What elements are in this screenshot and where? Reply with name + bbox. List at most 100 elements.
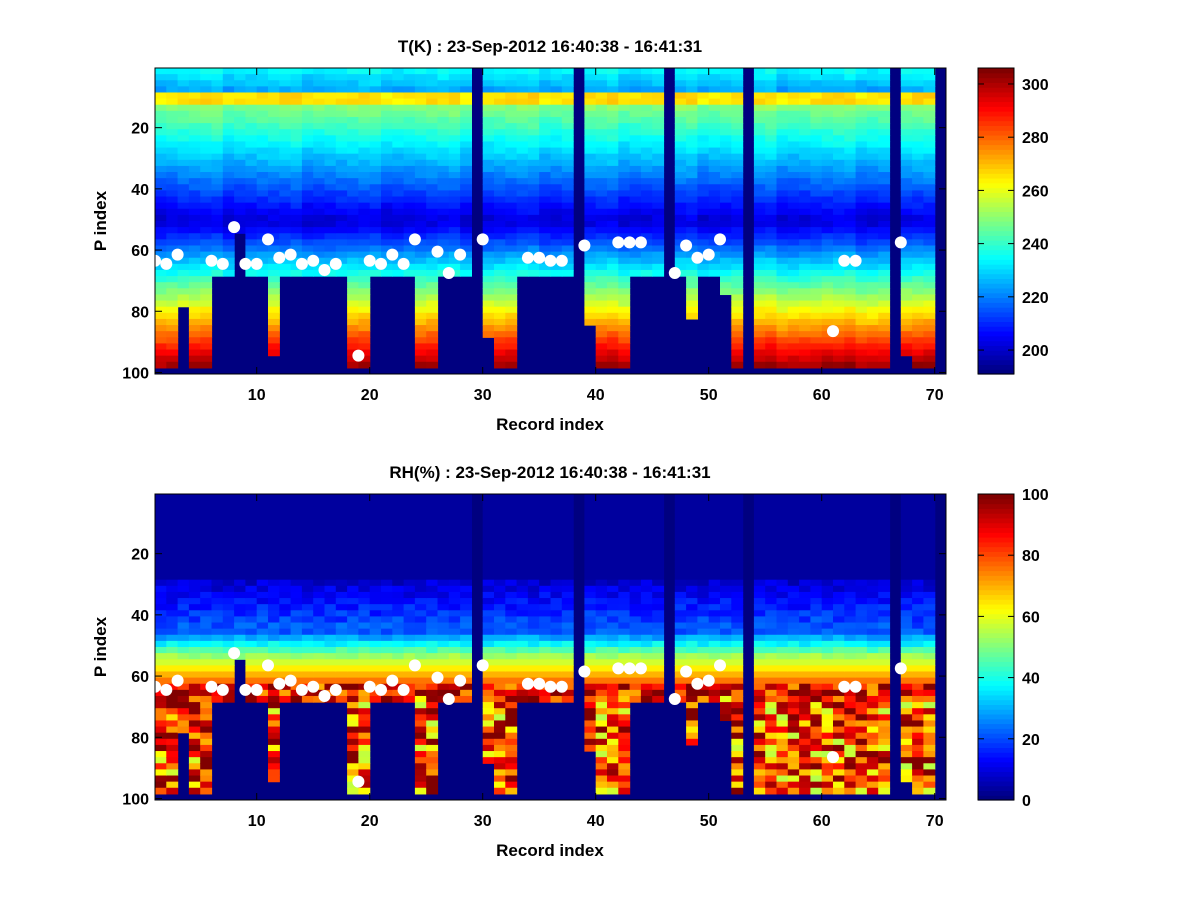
heatmap-cell [866, 221, 879, 228]
heatmap-cell [188, 683, 201, 691]
heatmap-cell [799, 579, 811, 587]
heatmap-cell [550, 251, 563, 259]
heatmap-cell [245, 598, 258, 605]
heatmap-cell [347, 726, 359, 734]
heatmap-cell [527, 567, 540, 575]
heatmap-cell [550, 647, 563, 654]
heatmap-cell [527, 208, 540, 216]
heatmap-cell [155, 196, 167, 204]
heatmap-cell [731, 530, 744, 538]
heatmap-cell [460, 104, 472, 112]
heatmap-cell [652, 573, 665, 581]
heatmap-cell [494, 738, 506, 746]
heatmap-cell [833, 227, 845, 234]
heatmap-cell [652, 555, 665, 562]
heatmap-cell [301, 159, 314, 167]
heatmap-cell [697, 640, 710, 648]
heatmap-cell [369, 110, 382, 118]
heatmap-cell [324, 129, 337, 136]
heatmap-cell [776, 512, 789, 520]
heatmap-cell [494, 221, 506, 228]
heatmap-cell [494, 184, 506, 191]
heatmap-cell [381, 159, 393, 167]
heatmap-cell [279, 689, 292, 697]
heatmap-cell [686, 549, 698, 556]
heatmap-cell [381, 659, 393, 666]
heatmap-cell [855, 202, 868, 210]
heatmap-cell [392, 233, 405, 240]
heatmap-cell [595, 178, 608, 185]
heatmap-cell [652, 598, 665, 605]
heatmap-cell [550, 549, 563, 556]
heatmap-cell [234, 116, 246, 124]
heatmap-cell [358, 751, 371, 758]
heatmap-cell [753, 708, 766, 715]
heatmap-cell [878, 337, 891, 344]
heatmap-cell [584, 153, 597, 161]
heatmap-cell [155, 751, 167, 758]
heatmap-cell [561, 585, 574, 593]
heatmap-cell [595, 331, 608, 338]
heatmap-cell [833, 86, 845, 94]
heatmap-cell [652, 647, 665, 654]
heatmap-cell [595, 221, 608, 228]
heatmap-cell [494, 294, 506, 302]
heatmap-cell [618, 104, 631, 112]
heatmap-cell [505, 567, 518, 575]
heatmap-cell [607, 178, 619, 185]
heatmap-cell [844, 153, 857, 161]
heatmap-cell [708, 172, 721, 179]
heatmap-cell [595, 257, 608, 265]
heatmap-cell [539, 610, 552, 617]
heatmap-cell [324, 86, 337, 94]
heatmap-cell [505, 208, 518, 216]
heatmap-cell [550, 80, 563, 87]
heatmap-cell [290, 257, 303, 265]
heatmap-cell [731, 671, 744, 679]
heatmap-cell [494, 585, 506, 593]
heatmap-cell [765, 349, 778, 357]
heatmap-cell [833, 172, 845, 179]
heatmap-cell [550, 622, 563, 630]
heatmap-cell [753, 775, 766, 783]
heatmap-cell [460, 579, 472, 587]
heatmap-cell [686, 239, 698, 247]
heatmap-cell [810, 245, 823, 253]
heatmap-cell [155, 361, 167, 369]
heatmap-cell [505, 269, 518, 277]
heatmap-cell [414, 787, 427, 795]
heatmap-cell [855, 86, 868, 94]
heatmap-cell [200, 294, 213, 302]
heatmap-cell [166, 343, 179, 351]
heatmap-cell [618, 751, 631, 758]
heatmap-cell [810, 518, 823, 526]
heatmap-cell [652, 677, 665, 685]
heatmap-cell [900, 288, 913, 296]
heatmap-cell [584, 257, 597, 265]
heatmap-cell [211, 591, 224, 599]
heatmap-cell [686, 135, 698, 143]
heatmap-cell [403, 129, 416, 136]
colorbar-segment [978, 311, 1014, 318]
heatmap-cell [335, 80, 348, 87]
heatmap-cell [550, 208, 563, 216]
heatmap-cell [290, 659, 303, 666]
heatmap-cell [833, 306, 845, 314]
heatmap-cell [505, 306, 518, 314]
heatmap-cell [731, 579, 744, 587]
heatmap-cell [810, 214, 823, 222]
heatmap-cell [878, 343, 891, 351]
heatmap-cell [787, 276, 800, 283]
heatmap-cell [211, 647, 224, 654]
heatmap-cell [674, 549, 687, 556]
heatmap-cell [561, 604, 574, 611]
heatmap-cell [166, 190, 179, 198]
heatmap-cell [652, 196, 665, 204]
heatmap-cell [550, 221, 563, 228]
heatmap-cell [392, 221, 405, 228]
heatmap-cell [177, 567, 190, 575]
heatmap-cell [584, 306, 597, 314]
heatmap-cell [381, 135, 393, 143]
heatmap-cell [720, 68, 732, 75]
heatmap-cell [652, 610, 665, 617]
